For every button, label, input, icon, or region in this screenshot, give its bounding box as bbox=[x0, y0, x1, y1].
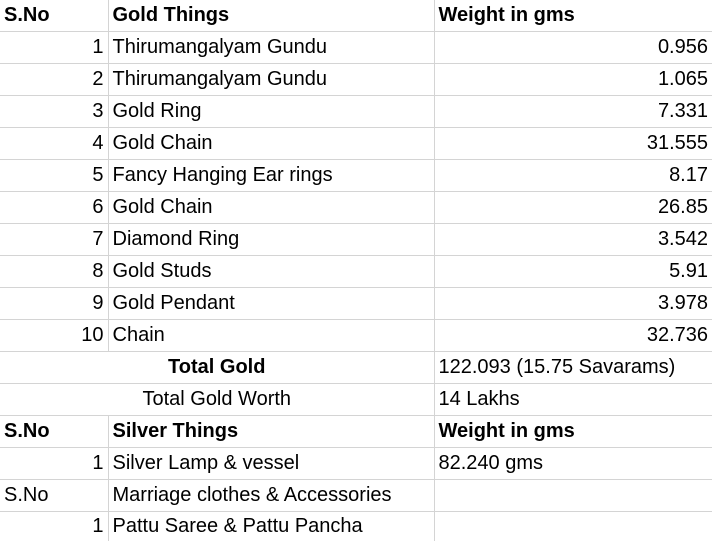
weight-cell[interactable]: 32.736 bbox=[433, 319, 712, 352]
table-row: 8 Gold Studs 5.91 bbox=[0, 255, 712, 288]
weight-cell[interactable]: 3.978 bbox=[433, 287, 712, 320]
header-item-cell[interactable]: Marriage clothes & Accessories bbox=[107, 479, 435, 512]
item-name-cell[interactable]: Thirumangalyam Gundu bbox=[107, 63, 435, 96]
weight-cell[interactable]: 82.240 gms bbox=[433, 447, 712, 480]
gold-worth-row: Total Gold Worth 14 Lakhs bbox=[0, 383, 712, 416]
sno-cell[interactable]: 5 bbox=[0, 159, 109, 192]
gold-worth-value[interactable]: 14 Lakhs bbox=[433, 383, 712, 416]
sno-cell[interactable]: 4 bbox=[0, 127, 109, 160]
header-sno-cell[interactable]: S.No bbox=[0, 479, 109, 512]
weight-cell[interactable]: 5.91 bbox=[433, 255, 712, 288]
empty-cell[interactable] bbox=[433, 511, 712, 541]
item-name-cell[interactable]: Gold Studs bbox=[107, 255, 435, 288]
table-row: 3 Gold Ring 7.331 bbox=[0, 95, 712, 128]
sno-cell[interactable]: 2 bbox=[0, 63, 109, 96]
weight-cell[interactable]: 3.542 bbox=[433, 223, 712, 256]
item-name-cell[interactable]: Fancy Hanging Ear rings bbox=[107, 159, 435, 192]
table-row: 9 Gold Pendant 3.978 bbox=[0, 287, 712, 320]
item-name-cell[interactable]: Silver Lamp & vessel bbox=[107, 447, 435, 480]
silver-header-row: S.No Silver Things Weight in gms bbox=[0, 415, 712, 448]
item-name-cell[interactable]: Gold Pendant bbox=[107, 287, 435, 320]
sno-cell[interactable]: 1 bbox=[0, 511, 109, 541]
item-name-cell[interactable]: Gold Ring bbox=[107, 95, 435, 128]
table-row: 2 Thirumangalyam Gundu 1.065 bbox=[0, 63, 712, 96]
sno-cell[interactable]: 8 bbox=[0, 255, 109, 288]
gold-worth-label[interactable]: Total Gold Worth bbox=[0, 383, 435, 416]
total-gold-value[interactable]: 122.093 (15.75 Savarams) bbox=[433, 351, 712, 384]
weight-cell[interactable]: 8.17 bbox=[433, 159, 712, 192]
header-weight-cell[interactable]: Weight in gms bbox=[433, 0, 712, 32]
sno-cell[interactable]: 9 bbox=[0, 287, 109, 320]
sno-cell[interactable]: 7 bbox=[0, 223, 109, 256]
sno-cell[interactable]: 6 bbox=[0, 191, 109, 224]
header-weight-cell[interactable]: Weight in gms bbox=[433, 415, 712, 448]
weight-cell[interactable]: 0.956 bbox=[433, 31, 712, 64]
table-row: 4 Gold Chain 31.555 bbox=[0, 127, 712, 160]
table-row: 6 Gold Chain 26.85 bbox=[0, 191, 712, 224]
header-item-cell[interactable]: Gold Things bbox=[107, 0, 435, 32]
header-sno-cell[interactable]: S.No bbox=[0, 415, 109, 448]
total-gold-label[interactable]: Total Gold bbox=[0, 351, 435, 384]
empty-cell[interactable] bbox=[433, 479, 712, 512]
table-row: 7 Diamond Ring 3.542 bbox=[0, 223, 712, 256]
sno-cell[interactable]: 10 bbox=[0, 319, 109, 352]
item-name-cell[interactable]: Chain bbox=[107, 319, 435, 352]
weight-cell[interactable]: 7.331 bbox=[433, 95, 712, 128]
item-name-cell[interactable]: Gold Chain bbox=[107, 127, 435, 160]
sno-cell[interactable]: 1 bbox=[0, 31, 109, 64]
weight-cell[interactable]: 26.85 bbox=[433, 191, 712, 224]
table-row: 5 Fancy Hanging Ear rings 8.17 bbox=[0, 159, 712, 192]
weight-cell[interactable]: 31.555 bbox=[433, 127, 712, 160]
item-name-cell[interactable]: Diamond Ring bbox=[107, 223, 435, 256]
clothes-header-row: S.No Marriage clothes & Accessories bbox=[0, 479, 712, 512]
header-sno-cell[interactable]: S.No bbox=[0, 0, 109, 32]
item-name-cell[interactable]: Pattu Saree & Pattu Pancha bbox=[107, 511, 435, 541]
sno-cell[interactable]: 1 bbox=[0, 447, 109, 480]
header-item-cell[interactable]: Silver Things bbox=[107, 415, 435, 448]
total-gold-row: Total Gold 122.093 (15.75 Savarams) bbox=[0, 351, 712, 384]
weight-cell[interactable]: 1.065 bbox=[433, 63, 712, 96]
table-row: 1 Thirumangalyam Gundu 0.956 bbox=[0, 31, 712, 64]
table-row: 1 Pattu Saree & Pattu Pancha bbox=[0, 511, 712, 541]
gold-header-row: S.No Gold Things Weight in gms bbox=[0, 0, 712, 32]
item-name-cell[interactable]: Gold Chain bbox=[107, 191, 435, 224]
table-row: 1 Silver Lamp & vessel 82.240 gms bbox=[0, 447, 712, 480]
table-row: 10 Chain 32.736 bbox=[0, 319, 712, 352]
sno-cell[interactable]: 3 bbox=[0, 95, 109, 128]
item-name-cell[interactable]: Thirumangalyam Gundu bbox=[107, 31, 435, 64]
